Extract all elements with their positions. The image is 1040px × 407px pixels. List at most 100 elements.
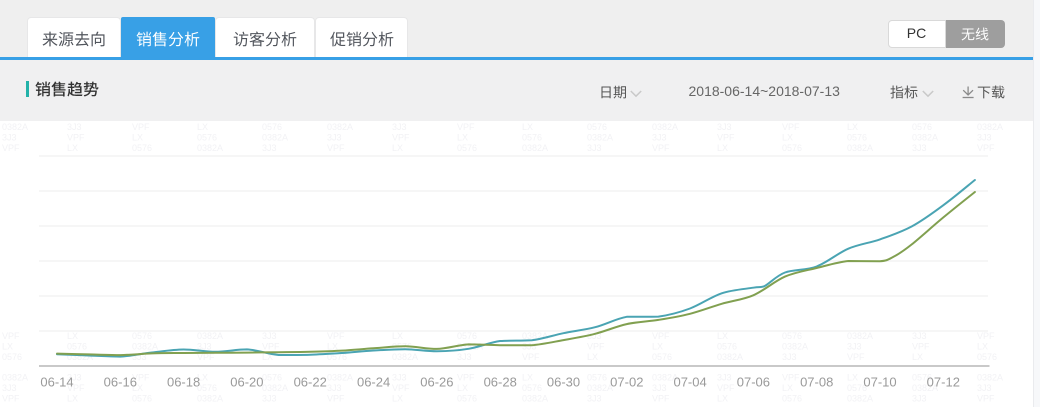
svg-text:LX: LX xyxy=(67,331,78,341)
svg-text:LX: LX xyxy=(197,122,208,132)
svg-text:07-04: 07-04 xyxy=(673,375,706,390)
svg-text:LX: LX xyxy=(782,383,793,393)
svg-text:0576: 0576 xyxy=(522,133,542,143)
svg-text:0382A: 0382A xyxy=(652,122,678,132)
svg-text:07-02: 07-02 xyxy=(610,375,643,390)
svg-text:VPF: VPF xyxy=(2,143,20,153)
svg-text:07-12: 07-12 xyxy=(927,375,960,390)
svg-text:3J3: 3J3 xyxy=(2,383,17,393)
svg-text:0382A: 0382A xyxy=(67,352,93,362)
svg-text:VPF: VPF xyxy=(197,352,215,362)
svg-text:LX: LX xyxy=(522,373,533,383)
svg-text:VPF: VPF xyxy=(652,143,670,153)
svg-text:VPF: VPF xyxy=(392,383,410,393)
svg-text:0576: 0576 xyxy=(132,394,152,404)
svg-text:06-14: 06-14 xyxy=(40,375,73,390)
svg-text:3J3: 3J3 xyxy=(717,122,732,132)
svg-text:0382A: 0382A xyxy=(522,331,548,341)
svg-text:LX: LX xyxy=(847,122,858,132)
svg-text:0576: 0576 xyxy=(67,342,87,352)
svg-text:VPF: VPF xyxy=(132,122,150,132)
svg-text:0576: 0576 xyxy=(522,383,542,393)
svg-text:VPF: VPF xyxy=(977,331,995,341)
svg-text:VPF: VPF xyxy=(717,133,735,143)
svg-text:0576: 0576 xyxy=(717,342,737,352)
svg-text:06-16: 06-16 xyxy=(104,375,137,390)
svg-text:3J3: 3J3 xyxy=(262,143,277,153)
svg-text:3J3: 3J3 xyxy=(457,352,472,362)
svg-text:3J3: 3J3 xyxy=(587,331,602,341)
svg-text:LX: LX xyxy=(717,394,728,404)
svg-text:06-24: 06-24 xyxy=(357,375,390,390)
svg-text:VPF: VPF xyxy=(912,342,930,352)
svg-text:0576: 0576 xyxy=(457,394,477,404)
svg-text:0382A: 0382A xyxy=(262,133,288,143)
svg-text:06-28: 06-28 xyxy=(484,375,517,390)
svg-text:LX: LX xyxy=(392,331,403,341)
svg-text:LX: LX xyxy=(782,133,793,143)
svg-text:VPF: VPF xyxy=(67,133,85,143)
svg-text:0382A: 0382A xyxy=(977,373,1003,383)
svg-text:3J3: 3J3 xyxy=(392,373,407,383)
svg-text:0576: 0576 xyxy=(912,373,932,383)
svg-text:0576: 0576 xyxy=(587,122,607,132)
svg-text:3J3: 3J3 xyxy=(262,394,277,404)
svg-text:3J3: 3J3 xyxy=(847,342,862,352)
svg-text:0382A: 0382A xyxy=(197,394,223,404)
svg-text:LX: LX xyxy=(977,342,988,352)
svg-text:0382A: 0382A xyxy=(327,373,353,383)
svg-text:VPF: VPF xyxy=(977,394,995,404)
svg-text:VPF: VPF xyxy=(717,383,735,393)
svg-text:0382A: 0382A xyxy=(2,122,28,132)
svg-text:0576: 0576 xyxy=(847,133,867,143)
svg-text:LX: LX xyxy=(392,394,403,404)
svg-text:VPF: VPF xyxy=(327,331,345,341)
svg-text:LX: LX xyxy=(197,373,208,383)
svg-text:06-26: 06-26 xyxy=(420,375,453,390)
svg-text:LX: LX xyxy=(132,383,143,393)
svg-text:LX: LX xyxy=(457,383,468,393)
svg-text:VPF: VPF xyxy=(2,331,20,341)
svg-text:0382A: 0382A xyxy=(912,133,938,143)
svg-text:0576: 0576 xyxy=(327,352,347,362)
svg-text:0382A: 0382A xyxy=(457,342,483,352)
svg-text:3J3: 3J3 xyxy=(522,342,537,352)
svg-text:0576: 0576 xyxy=(977,352,997,362)
svg-text:VPF: VPF xyxy=(2,394,20,404)
svg-text:0382A: 0382A xyxy=(197,331,223,341)
svg-text:LX: LX xyxy=(67,143,78,153)
svg-text:LX: LX xyxy=(847,373,858,383)
svg-text:VPF: VPF xyxy=(782,373,800,383)
svg-text:3J3: 3J3 xyxy=(67,122,82,132)
svg-text:0382A: 0382A xyxy=(782,342,808,352)
svg-text:0576: 0576 xyxy=(457,331,477,341)
svg-text:0382A: 0382A xyxy=(522,394,548,404)
svg-text:VPF: VPF xyxy=(782,122,800,132)
svg-text:0382A: 0382A xyxy=(847,143,873,153)
svg-text:LX: LX xyxy=(912,352,923,362)
svg-text:0382A: 0382A xyxy=(912,383,938,393)
svg-text:0576: 0576 xyxy=(652,352,672,362)
svg-text:0382A: 0382A xyxy=(587,133,613,143)
svg-text:VPF: VPF xyxy=(457,373,475,383)
svg-text:0576: 0576 xyxy=(132,143,152,153)
svg-text:07-08: 07-08 xyxy=(800,375,833,390)
svg-text:0382A: 0382A xyxy=(197,143,223,153)
svg-text:LX: LX xyxy=(587,352,598,362)
svg-text:3J3: 3J3 xyxy=(652,383,667,393)
svg-text:LX: LX xyxy=(327,342,338,352)
svg-text:LX: LX xyxy=(717,331,728,341)
svg-text:3J3: 3J3 xyxy=(327,133,342,143)
svg-text:0576: 0576 xyxy=(262,122,282,132)
svg-text:07-06: 07-06 xyxy=(737,375,770,390)
svg-text:VPF: VPF xyxy=(847,352,865,362)
svg-text:0576: 0576 xyxy=(782,394,802,404)
svg-text:0382A: 0382A xyxy=(652,373,678,383)
svg-text:3J3: 3J3 xyxy=(977,133,992,143)
svg-text:3J3: 3J3 xyxy=(912,394,927,404)
svg-text:VPF: VPF xyxy=(587,342,605,352)
svg-text:VPF: VPF xyxy=(522,352,540,362)
svg-text:LX: LX xyxy=(2,342,13,352)
svg-text:3J3: 3J3 xyxy=(262,331,277,341)
svg-text:3J3: 3J3 xyxy=(2,133,17,143)
